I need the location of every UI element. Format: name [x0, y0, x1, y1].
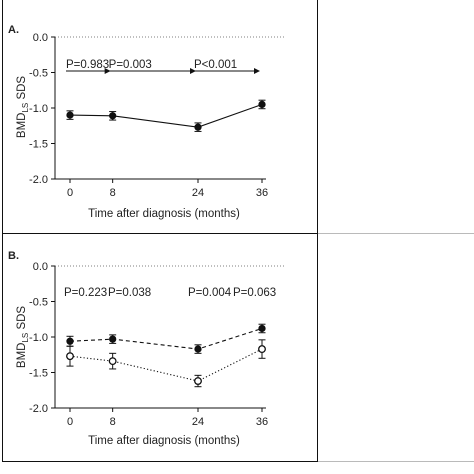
panel-b-x-tick-label: 36 [256, 416, 268, 428]
panel-a-series-0-point [66, 111, 74, 119]
panel-a-x-tick-label: 24 [192, 187, 204, 199]
panel-b-series-0-point [258, 324, 266, 333]
panel-a-ylabel-tail: SDS [16, 76, 28, 103]
panel-b-ylabel-main: BMD [16, 343, 28, 369]
panel-a-x-tick-label: 8 [110, 187, 116, 199]
panel-b-x-tick-label: 24 [192, 416, 204, 428]
panel-a-y-axis-title: BMDLS SDS [16, 76, 30, 139]
panel-a: A. BMDLS SDS Time after diagnosis (month… [8, 24, 286, 220]
panel-a-y-tick-label: -1.0 [29, 103, 48, 115]
panel-a-ylabel-sub: LS [21, 103, 30, 113]
panel-a-p-value-label: P=0.983 [66, 59, 109, 71]
panel-b-series-1-point [194, 377, 202, 385]
panel-a-series-0-point [194, 123, 202, 131]
panel-a-p-value-label: P=0.003 [109, 59, 152, 71]
panel-b-series-0-line [69, 327, 263, 350]
panel-b-x-tick-label: 0 [67, 416, 73, 428]
panel-b-y-tick-label: -1.0 [29, 332, 48, 344]
panel-b-p-value-label: P=0.223 [64, 287, 107, 299]
panel-a-p-value-arrowhead [104, 68, 111, 74]
panel-b-x-axis-title: Time after diagnosis (months) [88, 435, 240, 447]
panel-b-series-1-point [258, 345, 266, 354]
panel-b-series-0-point [194, 345, 202, 353]
panel-a-y-tick-label: -1.5 [29, 139, 48, 151]
panel-b-series-1-point [66, 352, 74, 361]
panel-a-y-tick-label: 0.0 [33, 32, 48, 44]
panel-b-series-1-point [108, 357, 117, 366]
panel-b-y-tick-label: -1.5 [29, 368, 48, 380]
panel-b-x-tick-label: 8 [110, 416, 116, 428]
panel-b-y-tick-label: -2.0 [29, 403, 48, 415]
panel-a-y-tick-label: -2.0 [29, 174, 48, 186]
panel-a-label: A. [8, 24, 19, 36]
panel-b-y-axis-title: BMDLS SDS [16, 306, 30, 369]
panel-a-series-0-point [109, 112, 117, 120]
panel-b-p-value-label: P=0.063 [233, 287, 276, 299]
panel-a-series-0-line [69, 103, 263, 128]
panel-b-p-value-label: P=0.004 [188, 287, 232, 299]
panel-a-p-value-label: P<0.001 [194, 59, 237, 71]
panel-b-label: B. [8, 250, 19, 262]
panel-a-x-tick-label: 0 [67, 187, 73, 199]
panel-b-series-1-line [69, 348, 263, 382]
panel-b-p-value-label: P=0.038 [108, 287, 151, 299]
panel-b-series-0-point [109, 335, 117, 343]
panel-a-p-value-arrowhead [190, 68, 196, 74]
panel-a-x-axis-title: Time after diagnosis (months) [88, 208, 240, 220]
panel-a-x-tick-label: 36 [256, 187, 268, 199]
panel-b-y-tick-label: 0.0 [33, 261, 48, 273]
panel-a-series-0-point [258, 100, 266, 109]
panel-a-ylabel-main: BMD [16, 113, 28, 139]
panel-b: B. BMDLS SDS Time after diagnosis (month… [8, 250, 286, 447]
panel-b-ylabel-tail: SDS [16, 306, 28, 333]
panel-b-ylabel-sub: LS [21, 333, 30, 343]
panel-a-y-tick-label: -0.5 [29, 68, 48, 80]
panel-a-p-value-arrowhead [254, 68, 260, 74]
panel-b-series-0-point [66, 337, 74, 345]
panel-b-y-tick-label: -0.5 [29, 297, 48, 309]
